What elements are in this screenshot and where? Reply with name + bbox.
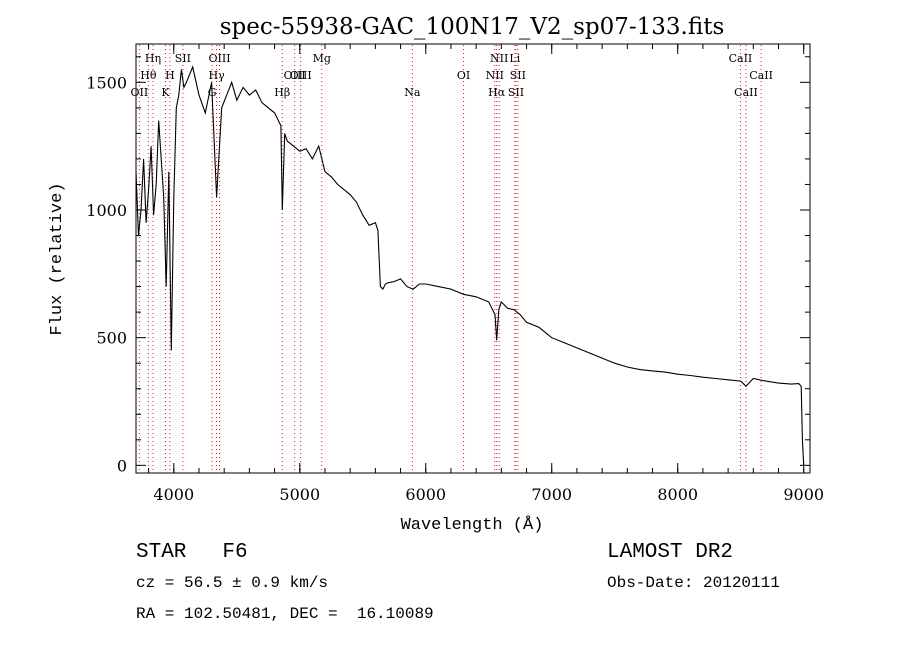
x-tick-label: 9000 — [783, 485, 824, 504]
line-marker-label: OIII — [284, 69, 306, 82]
observation-date: Obs-Date: 20120111 — [607, 574, 780, 592]
chart-title: spec-55938-GAC_100N17_V2_sp07-133.fits — [220, 14, 725, 40]
y-axis-label: Flux (relative) — [48, 182, 67, 335]
line-marker-label: OI — [457, 69, 470, 82]
x-tick-label: 6000 — [405, 485, 446, 504]
survey-label: LAMOST DR2 — [607, 541, 734, 564]
y-tick-label: 0 — [117, 456, 127, 475]
line-marker-label: OII — [131, 86, 149, 99]
line-marker-label: SII — [175, 52, 191, 65]
line-marker-label: Mg — [313, 52, 331, 65]
line-marker-label: K — [161, 86, 170, 99]
object-class: STAR F6 — [136, 541, 248, 564]
line-marker-label: Hβ — [274, 86, 290, 99]
y-tick-label: 500 — [96, 329, 127, 348]
x-tick-label: 4000 — [153, 485, 194, 504]
object-subclass: F6 — [222, 541, 248, 564]
x-axis-ticks: 4000 5000 6000 7000 8000 9000 — [148, 44, 824, 504]
line-marker-label: SII — [508, 86, 524, 99]
line-marker-label: Na — [404, 86, 421, 99]
line-marker-label: NII — [490, 52, 508, 65]
line-marker-label: Hη — [145, 52, 161, 65]
line-marker-label: CaII — [734, 86, 758, 99]
y-tick-label: 1000 — [86, 201, 127, 220]
object-type: STAR — [136, 541, 187, 564]
spectrum-line — [135, 65, 805, 466]
redshift-velocity: cz = 56.5 ± 0.9 km/s — [136, 574, 329, 592]
line-marker-label: SII — [510, 69, 526, 82]
line-marker-label: CaII — [729, 52, 753, 65]
y-tick-label: 1500 — [86, 73, 127, 92]
coordinates: RA = 102.50481, DEC = 16.10089 — [136, 605, 434, 623]
x-tick-label: 7000 — [531, 485, 572, 504]
line-marker-label: NII — [486, 69, 504, 82]
line-marker-label: H — [165, 69, 175, 82]
line-marker-label: Hγ — [209, 69, 226, 82]
line-marker-label: Li — [509, 52, 520, 65]
line-marker-label: OIII — [290, 69, 312, 82]
y-axis-ticks: 0 500 1000 1500 — [86, 56, 810, 475]
x-tick-label: 5000 — [279, 485, 320, 504]
line-marker-label: CaII — [749, 69, 773, 82]
line-marker-label: Hα — [488, 86, 506, 99]
line-marker-label: Hθ — [140, 69, 157, 82]
plot-frame — [135, 43, 811, 474]
line-marker-label: OIII — [208, 52, 230, 65]
x-tick-label: 8000 — [657, 485, 698, 504]
x-axis-label: Wavelength (Å) — [401, 516, 544, 535]
